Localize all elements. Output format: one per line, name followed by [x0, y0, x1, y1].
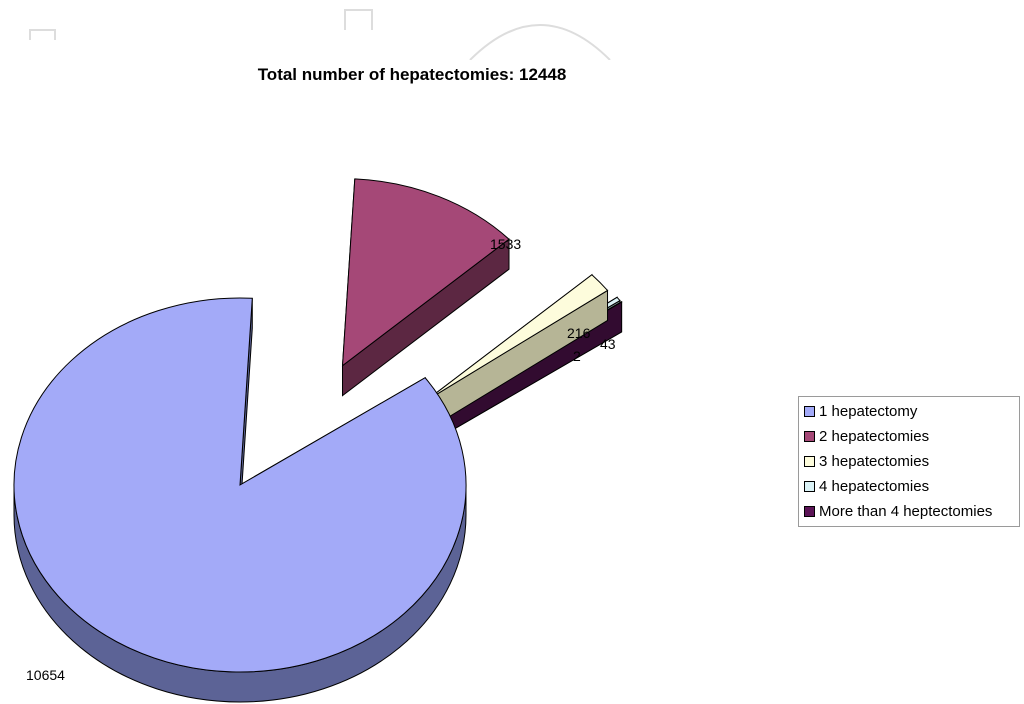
- data-label-4: 43: [600, 336, 616, 352]
- legend-swatch-2: [804, 431, 815, 442]
- pie-slice-1: [13, 297, 467, 703]
- legend-swatch-3: [804, 456, 815, 467]
- legend-item-4: 4 hepatectomies: [804, 474, 1017, 499]
- legend-swatch-1: [804, 406, 815, 417]
- legend-item-2: 2 hepatectomies: [804, 424, 1017, 449]
- legend-item-5: More than 4 heptectomies: [804, 499, 1017, 524]
- pie-slice-2-top: [341, 178, 510, 367]
- chart-legend: 1 hepatectomy 2 hepatectomies 3 hepatect…: [798, 396, 1020, 527]
- legend-label-1: 1 hepatectomy: [819, 403, 918, 420]
- data-label-5: 2: [573, 348, 581, 364]
- data-label-3: 216: [567, 325, 591, 341]
- legend-label-5: More than 4 heptectomies: [819, 503, 993, 520]
- watermark-arc: [469, 24, 611, 60]
- legend-label-2: 2 hepatectomies: [819, 428, 930, 445]
- chart-title: Total number of hepatectomies: 12448: [257, 65, 567, 84]
- pie-slice-2: [341, 178, 510, 397]
- legend-swatch-5: [804, 506, 815, 517]
- data-labels: 10654 1533 216 43 2: [26, 236, 616, 683]
- pie-slices: [13, 178, 623, 703]
- legend-item-1: 1 hepatectomy: [804, 399, 1017, 424]
- pie-slice-3-top: [425, 274, 609, 402]
- watermark-bracket-center: [344, 9, 373, 30]
- pie-slice-1-top: [13, 297, 467, 673]
- watermark-decoration: [29, 9, 611, 60]
- pie-slice-3: [424, 273, 609, 433]
- watermark-bracket-left: [29, 29, 56, 40]
- legend-label-4: 4 hepatectomies: [819, 478, 930, 495]
- legend-item-3: 3 hepatectomies: [804, 449, 1017, 474]
- legend-label-3: 3 hepatectomies: [819, 453, 930, 470]
- data-label-2: 1533: [490, 236, 521, 252]
- data-label-1: 10654: [26, 667, 65, 683]
- legend-swatch-4: [804, 481, 815, 492]
